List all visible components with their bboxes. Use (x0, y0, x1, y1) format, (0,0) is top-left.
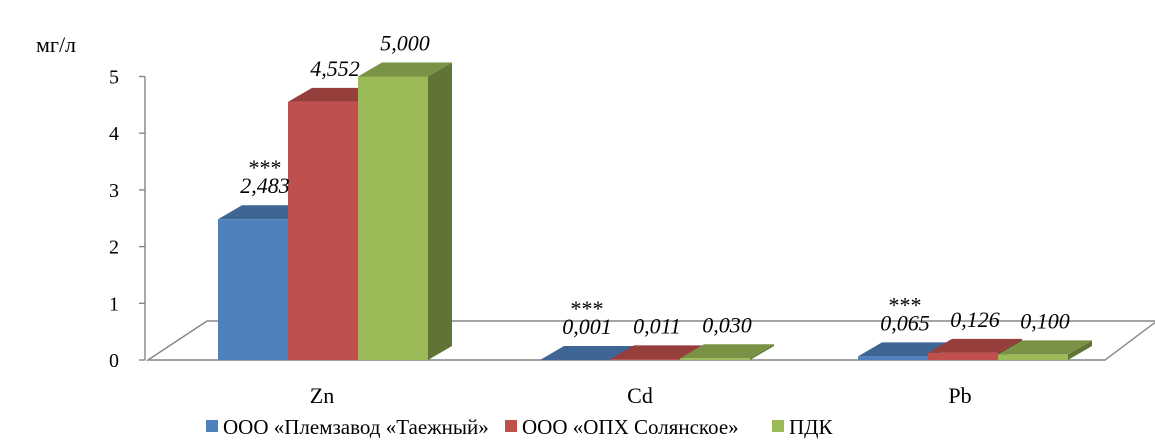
bar-front (610, 359, 680, 360)
bar-front (358, 76, 428, 360)
bar (358, 62, 452, 360)
data-label: 0,001 (562, 314, 612, 339)
category-labels: Zn Cd Pb (310, 383, 972, 408)
x-tick-label: Cd (627, 383, 653, 408)
x-tick-label: Zn (310, 383, 334, 408)
legend-swatch (772, 420, 784, 432)
legend-swatch (505, 420, 517, 432)
y-tick-label: 3 (109, 180, 119, 202)
bar-front (218, 219, 288, 360)
bar (680, 344, 774, 360)
legend-item: ООО «ОПХ Солянское» (505, 415, 739, 439)
significance-label: *** (249, 155, 282, 180)
legend: ООО «Племзавод «Таежный» ООО «ОПХ Солянск… (206, 415, 833, 439)
data-label: 0,011 (633, 313, 681, 338)
significance-label: *** (889, 292, 922, 317)
bar-side (750, 344, 774, 360)
bar-top (358, 62, 452, 77)
legend-label: ПДК (789, 415, 833, 439)
bar-top (680, 344, 774, 359)
bar-side (428, 62, 452, 360)
significance-label: *** (571, 296, 604, 321)
data-label: 2,483 (240, 173, 290, 198)
data-label: 0,100 (1020, 308, 1070, 333)
y-tick-label: 2 (109, 237, 119, 259)
bar-front (998, 354, 1068, 360)
bar-top (610, 345, 704, 360)
x-tick-label: Pb (948, 383, 971, 408)
y-axis-unit: мг/л (36, 32, 76, 57)
bar-top (540, 345, 634, 360)
legend-swatch (206, 420, 218, 432)
data-label: 0,065 (880, 310, 930, 335)
bar-side (1068, 340, 1092, 360)
bar-front (680, 358, 750, 360)
bar-top (998, 340, 1092, 355)
bars (218, 62, 1092, 360)
bar-front (858, 356, 928, 360)
bar (998, 340, 1092, 360)
legend-label: ООО «Племзавод «Таежный» (223, 415, 489, 439)
y-tick-label: 1 (109, 293, 119, 315)
y-tick-label: 0 (109, 350, 119, 372)
bar-front (928, 352, 998, 360)
legend-item: ООО «Племзавод «Таежный» (206, 415, 489, 439)
y-tick-label: 4 (109, 123, 119, 145)
legend-item: ПДК (772, 415, 833, 439)
data-label: 0,030 (702, 312, 752, 337)
bar-top (928, 338, 1022, 353)
bar-front (288, 101, 358, 360)
data-label: 5,000 (380, 31, 430, 56)
data-label: 4,552 (310, 56, 360, 81)
y-axis: 0 1 2 3 4 5 (109, 67, 146, 372)
data-label: 0,126 (950, 307, 1000, 332)
y-tick-label: 5 (109, 67, 119, 89)
legend-label: ООО «ОПХ Солянское» (522, 415, 739, 439)
